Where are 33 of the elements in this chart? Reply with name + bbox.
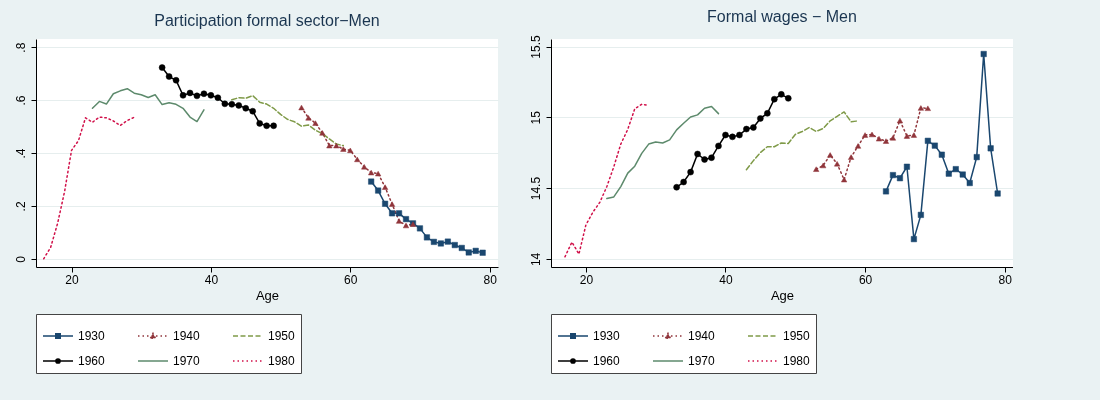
legend-label: 1970 xyxy=(688,354,716,368)
legend-label: 1980 xyxy=(268,354,296,368)
legend-label: 1930 xyxy=(78,329,106,343)
legend-label: 1950 xyxy=(268,329,296,343)
chart-title: Formal wages − Men xyxy=(707,7,857,25)
y-tick-label: 14.5 xyxy=(528,176,543,201)
x-axis-title: Age xyxy=(255,287,280,303)
y-tick-label: 0 xyxy=(13,255,28,263)
legend-label: 1940 xyxy=(173,329,201,343)
legend-label: 1960 xyxy=(78,354,106,368)
x-tick-label: 80 xyxy=(483,272,498,287)
legend-label: 1970 xyxy=(173,354,201,368)
x-tick-label: 40 xyxy=(204,272,219,287)
y-tick-label: 14 xyxy=(528,252,543,267)
y-tick-label: .6 xyxy=(13,95,28,106)
legend-label: 1950 xyxy=(783,329,811,343)
y-tick-label: .8 xyxy=(13,42,28,53)
legend-label: 1980 xyxy=(783,354,811,368)
y-tick-label: 15 xyxy=(528,110,543,125)
x-tick-label: 40 xyxy=(719,272,733,287)
y-tick-label: .2 xyxy=(13,201,28,212)
y-tick-label: .4 xyxy=(13,148,28,159)
chart-title: Participation formal sector−Men xyxy=(154,12,380,29)
x-tick-label: 60 xyxy=(344,272,358,287)
legend-label: 1940 xyxy=(688,329,716,343)
x-axis-title: Age xyxy=(770,287,795,303)
legend-label: 1960 xyxy=(593,354,621,368)
x-tick-label: 20 xyxy=(579,272,594,287)
x-tick-label: 20 xyxy=(65,272,80,287)
y-tick-label: 15.5 xyxy=(528,35,543,59)
x-tick-label: 80 xyxy=(998,272,1013,287)
legend-label: 1930 xyxy=(593,329,621,343)
x-tick-label: 60 xyxy=(858,272,873,287)
